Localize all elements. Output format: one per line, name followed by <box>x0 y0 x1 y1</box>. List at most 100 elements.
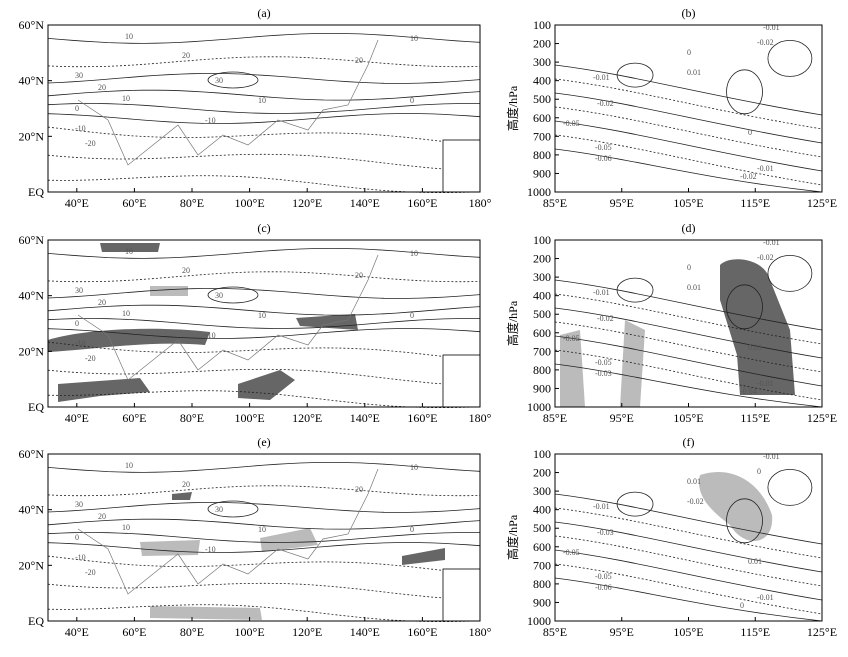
contour-label: -20 <box>85 139 96 148</box>
coastline <box>77 468 379 595</box>
contour-label: 10 <box>410 463 418 472</box>
x-tick-label: 60°E <box>122 625 146 639</box>
y-tick-label: 20°N <box>19 129 45 143</box>
contour-label: 20 <box>355 56 363 65</box>
contour-label: 0.01 <box>687 283 701 292</box>
contour <box>47 532 481 543</box>
contour-label: -0.06 <box>595 154 612 163</box>
x-tick-label: 100°E <box>235 625 265 639</box>
panel: (b)高度/hPa-0.01-0.0200.01-0.01-0.02-0.05-… <box>505 6 837 210</box>
y-tick-label: 300 <box>533 55 551 69</box>
contour <box>554 148 823 193</box>
y-tick-label: 900 <box>533 381 551 395</box>
contour-label: 0 <box>410 525 414 534</box>
contour <box>554 349 823 401</box>
x-tick-label: 140°E <box>350 625 380 639</box>
shading <box>58 378 150 402</box>
y-tick-label: 800 <box>533 148 551 162</box>
contour <box>554 64 823 116</box>
contour <box>554 279 823 331</box>
contour-label: 0.01 <box>748 557 762 566</box>
contour-label: 0 <box>410 311 414 320</box>
contour-label: 0 <box>75 533 79 542</box>
y-tick-label: 40°N <box>19 503 45 517</box>
contour-label: 20 <box>355 271 363 280</box>
x-tick-label: 80°E <box>180 625 204 639</box>
contour-label: 0.01 <box>687 477 701 486</box>
contour <box>47 175 481 193</box>
shading <box>720 259 795 395</box>
x-tick-label: 115°E <box>740 196 770 210</box>
contour-label: -0.02 <box>757 253 774 262</box>
y-tick-label: 100 <box>533 447 551 461</box>
contour-label: 20 <box>182 480 190 489</box>
contour <box>616 491 654 517</box>
contour-label: 30 <box>215 76 223 85</box>
y-tick-label: 200 <box>533 37 551 51</box>
contour-label: -0.01 <box>763 452 780 461</box>
x-tick-label: 140°E <box>350 411 380 425</box>
panel-label: (a) <box>257 6 270 20</box>
contour-label: 0 <box>748 128 752 137</box>
shading <box>48 328 210 352</box>
coastline <box>77 254 379 381</box>
contour-label: 0.01 <box>748 343 762 352</box>
shading <box>140 540 200 556</box>
contour-label: 30 <box>215 291 223 300</box>
shading <box>150 286 188 296</box>
coastline <box>77 39 379 166</box>
contour-label: 0 <box>687 48 691 57</box>
contour-label: -10 <box>75 124 86 133</box>
x-tick-label: 180° <box>469 625 492 639</box>
x-tick-label: 180° <box>469 196 492 210</box>
contour <box>47 288 481 299</box>
contour-label: -20 <box>85 568 96 577</box>
contour-label: -0.02 <box>740 172 757 181</box>
contour <box>47 462 481 473</box>
y-tick-label: 20°N <box>19 344 45 358</box>
panel-label: (c) <box>257 221 270 235</box>
contour-label: 0 <box>757 467 761 476</box>
contour-label: 10 <box>410 249 418 258</box>
x-tick-label: 160°E <box>407 411 437 425</box>
x-tick-label: 40°E <box>65 625 89 639</box>
shading <box>172 492 192 500</box>
y-tick-label: 40°N <box>19 74 45 88</box>
y-tick-label: 60°N <box>19 18 45 32</box>
y-tick-label: 60°N <box>19 447 45 461</box>
contour <box>554 507 823 559</box>
contour-label: -0.02 <box>687 497 704 506</box>
contour-label: 30 <box>75 71 83 80</box>
contour <box>47 89 481 101</box>
contour <box>47 518 481 530</box>
y-tick-label: 900 <box>533 166 551 180</box>
contour <box>47 248 481 259</box>
contour <box>47 485 481 497</box>
contour-label: -10 <box>205 331 216 340</box>
contour-label: -0.05 <box>595 572 612 581</box>
contour <box>47 271 481 283</box>
contour-label: 10 <box>125 461 133 470</box>
contour <box>47 328 481 339</box>
y-tick-label: 40°N <box>19 289 45 303</box>
contour <box>554 293 823 345</box>
x-tick-label: 180° <box>469 411 492 425</box>
contour <box>207 71 259 89</box>
panel: (a) 10 20 30 30 20 10 0 -10 -10 -20 10 20 10 0 40°E 60°E… <box>19 6 492 210</box>
contour-label: 10 <box>122 94 130 103</box>
contour <box>554 321 823 373</box>
x-tick-label: 85°E <box>543 625 567 639</box>
x-tick-label: 40°E <box>65 196 89 210</box>
contour <box>554 120 823 172</box>
contour-label: 20 <box>182 51 190 60</box>
y-tick-label: 500 <box>533 521 551 535</box>
y-tick-label: 60°N <box>19 233 45 247</box>
panel: (c) 10 20 30 30 20 10 0 -10 -10 -20 10 20 10 0 40°E 60°E… <box>19 221 492 425</box>
contour <box>554 363 823 408</box>
contour-label: 20 <box>182 266 190 275</box>
contour <box>554 577 823 622</box>
contour <box>726 498 763 544</box>
contour <box>554 335 823 387</box>
x-tick-label: 105°E <box>673 196 703 210</box>
